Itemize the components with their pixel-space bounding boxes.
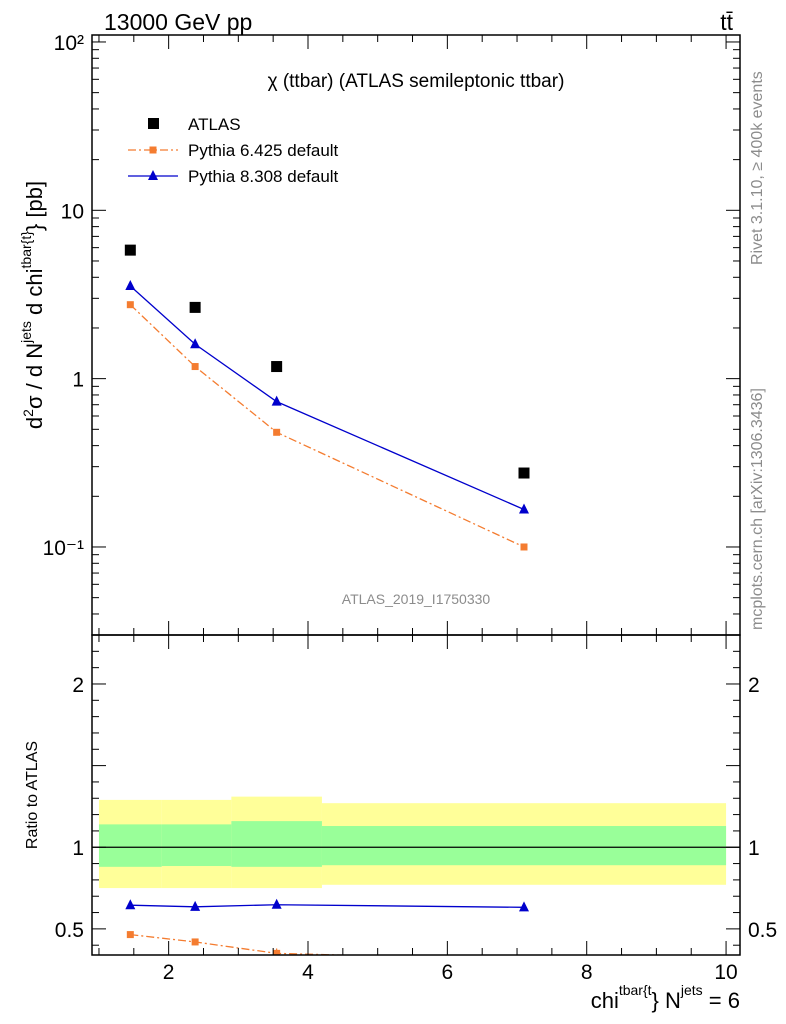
ratio-point-pythia6 <box>273 949 281 955</box>
point-pythia6 <box>126 301 134 309</box>
legend-marker-atlas <box>148 118 159 129</box>
x-tick-label: 2 <box>163 961 175 984</box>
uncertainty-band-inner <box>321 826 727 866</box>
x-axis-label: chitbar{t} Njets = 6 <box>591 982 740 1013</box>
ratio-axis-ticks: 0.5 0.5 1 1 2 2 2 4 6 8 10 <box>55 635 777 984</box>
x-tick-label: 4 <box>302 961 314 984</box>
ratio-point-pythia8 <box>271 898 282 909</box>
legend-label-pythia8: Pythia 8.308 default <box>188 167 339 186</box>
point-pythia8 <box>271 395 282 406</box>
main-panel: 10⁻¹ 1 10 10² χ (ttbar) (ATLAS semileptonic… <box>18 32 741 636</box>
legend-entry-atlas: ATLAS <box>148 115 241 134</box>
legend-entry-pythia6: Pythia 6.425 default <box>128 141 339 160</box>
legend-label-atlas: ATLAS <box>188 115 241 134</box>
series-line-pythia8 <box>129 285 525 511</box>
ratio-y-tick-label-left: 1 <box>72 837 84 860</box>
process-label: tt̄ <box>720 9 733 35</box>
point-pythia6 <box>191 363 199 371</box>
analysis-watermark: ATLAS_2019_I1750330 <box>342 591 491 607</box>
legend: ATLAS Pythia 6.425 default Pythia 8.308 … <box>128 115 339 186</box>
y-tick-label: 1 <box>72 369 84 392</box>
point-atlas <box>189 301 201 313</box>
main-y-axis-label: d2σ / d Njets d chitbar{t}} [pb] <box>18 181 47 429</box>
mcplots-credit-text: mcplots.cern.ch [arXiv:1306.3436] <box>749 388 766 630</box>
ratio-line-pythia6 <box>130 933 364 955</box>
main-data-layer <box>124 244 530 551</box>
energy-label: 13000 GeV pp <box>104 9 252 35</box>
y-tick-label: 10 <box>61 200 84 223</box>
ratio-data-layer <box>92 796 740 963</box>
ratio-panel: 0.5 0.5 1 1 2 2 2 4 6 8 10 Ratio to ATLAS chitbar{… <box>24 634 777 1013</box>
ratio-y-tick-label-right: 0.5 <box>748 919 777 942</box>
point-pythia8 <box>519 503 529 514</box>
ratio-point-pythia6 <box>191 938 199 946</box>
ratio-y-tick-label-left: 2 <box>72 674 84 697</box>
x-tick-label: 8 <box>581 961 593 984</box>
point-atlas <box>271 361 283 373</box>
legend-marker-pythia8 <box>148 170 158 180</box>
ratio-point-pythia6 <box>521 956 528 963</box>
point-atlas <box>124 244 136 256</box>
uncertainty-band-inner <box>231 821 322 867</box>
series-line-pythia6 <box>129 304 525 548</box>
legend-entry-pythia8: Pythia 8.308 default <box>128 167 339 186</box>
point-atlas <box>518 467 530 479</box>
ratio-y-tick-label-left: 0.5 <box>55 919 84 942</box>
ratio-point-pythia8 <box>125 899 136 910</box>
ratio-series-layer <box>125 898 529 963</box>
uncertainty-band-inner <box>98 824 162 867</box>
y-tick-label: 10² <box>54 32 84 55</box>
ratio-point-pythia8 <box>519 901 529 912</box>
ratio-frame <box>91 634 741 956</box>
ratio-y-tick-label-right: 2 <box>748 674 760 697</box>
chart-title: χ (ttbar) (ATLAS semileptonic ttbar) <box>268 71 565 92</box>
legend-label-pythia6: Pythia 6.425 default <box>188 141 339 160</box>
main-axis-ticks: 10⁻¹ 1 10 10² <box>43 32 740 636</box>
ratio-y-tick-label-right: 1 <box>748 837 760 860</box>
point-pythia6 <box>520 543 528 551</box>
ratio-line-pythia8 <box>130 904 525 908</box>
uncertainty-band-inner <box>161 824 232 867</box>
legend-marker-pythia6 <box>149 146 157 154</box>
ratio-point-pythia8 <box>190 900 201 911</box>
ratio-point-pythia6 <box>126 931 134 939</box>
ratio-y-axis-label: Ratio to ATLAS <box>24 741 41 849</box>
point-pythia8 <box>190 338 201 349</box>
x-tick-label: 10 <box>714 961 737 984</box>
point-pythia8 <box>125 280 136 291</box>
rivet-version-text: Rivet 3.1.10, ≥ 400k events <box>749 71 766 265</box>
point-pythia6 <box>273 428 281 436</box>
x-tick-label: 6 <box>442 961 454 984</box>
y-tick-label: 10⁻¹ <box>43 537 84 560</box>
